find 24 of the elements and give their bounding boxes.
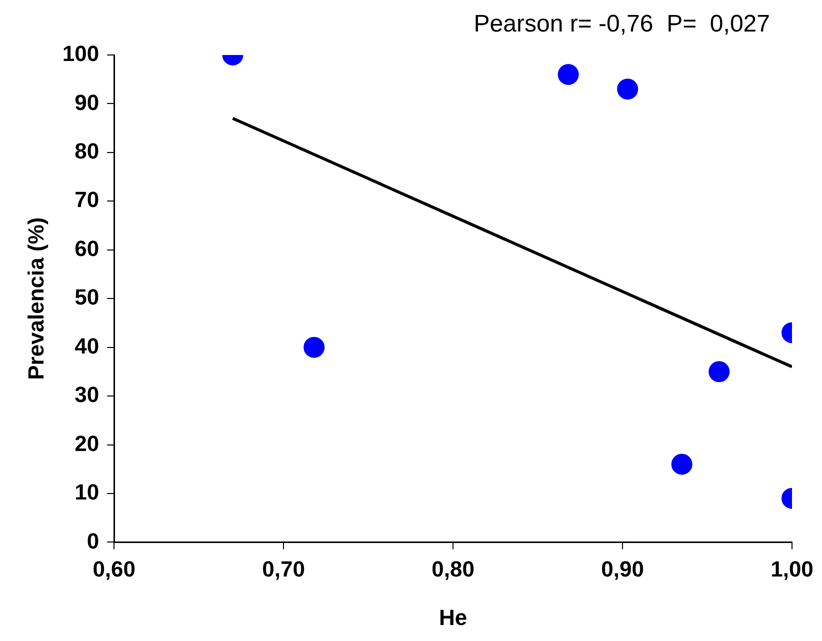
x-axis-title: He: [438, 604, 468, 630]
y-tick-label: 100: [62, 41, 100, 66]
x-tick-label: 0,60: [92, 556, 136, 582]
x-tick-label: 0,80: [432, 556, 474, 582]
text: Pearson r= -0,76 P= 0,027: [474, 10, 770, 38]
x-tick-label: 1,00: [770, 556, 814, 582]
y-tick-label: 90: [74, 90, 100, 115]
x-tick-label: 0,90: [601, 556, 644, 582]
point: [617, 78, 638, 100]
y-tick-label: 50: [74, 284, 100, 310]
y-tick-label: 60: [74, 236, 100, 261]
point: [708, 361, 730, 382]
y-tick-label: 80: [74, 138, 100, 164]
y-axis-title: Prevalencia (%): [23, 217, 48, 380]
y-tick-label: 20: [74, 430, 100, 456]
y-tick-label: 0: [86, 528, 100, 554]
point: [304, 336, 325, 358]
y-tick-label: 10: [74, 480, 100, 505]
y-tick-label: 40: [74, 333, 100, 358]
x-tick-label: 0,70: [262, 556, 305, 582]
y-tick-label: 70: [74, 187, 100, 212]
point: [671, 454, 692, 475]
y-tick-label: 30: [74, 382, 100, 408]
point: [558, 64, 579, 85]
